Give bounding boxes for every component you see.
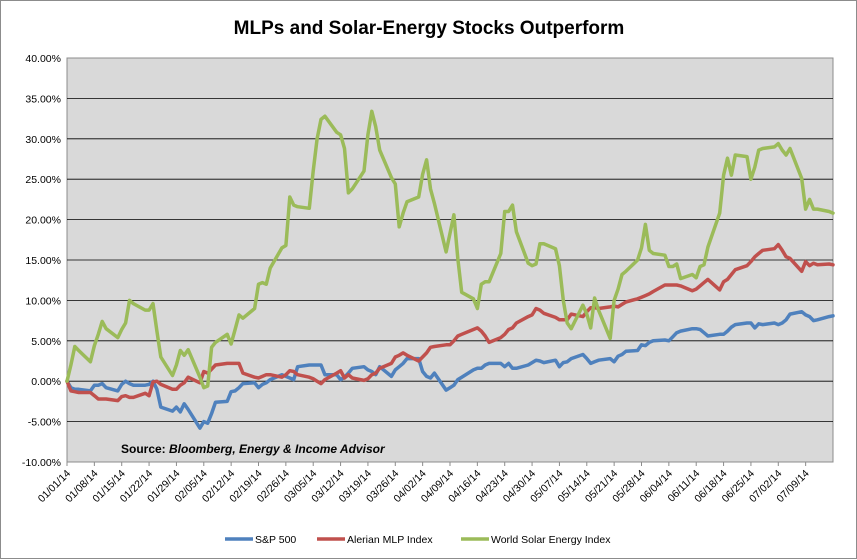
series-lines xyxy=(65,109,835,430)
y-tick-label: 10.00% xyxy=(25,295,61,307)
y-tick-label: 30.00% xyxy=(25,134,61,146)
series-line-1 xyxy=(65,242,835,403)
y-axis-ticks: -10.00% -5.00% 0.00% 5.00% 10.00% 15.00% 20.00… xyxy=(22,53,61,469)
y-tick-label: 5.00% xyxy=(31,336,61,348)
y-tick-label: 15.00% xyxy=(25,255,61,267)
legend-label: World Solar Energy Index xyxy=(491,534,611,546)
chart-title: MLPs and Solar-Energy Stocks Outperform xyxy=(234,18,625,39)
y-tick-label: 35.00% xyxy=(25,93,61,105)
y-tick-label: -5.00% xyxy=(28,417,61,429)
series-line-2 xyxy=(65,109,835,390)
y-tick-label: 25.00% xyxy=(25,174,61,186)
source-names: Bloomberg, Energy & Income Advisor xyxy=(169,442,386,456)
legend-label: Alerian MLP Index xyxy=(347,534,433,546)
series-line-0 xyxy=(65,309,835,430)
y-tick-label: 0.00% xyxy=(31,376,61,388)
source-annotation: Source: Bloomberg, Energy & Income Advis… xyxy=(121,442,386,456)
legend-label: S&P 500 xyxy=(255,534,296,546)
y-tick-label: -10.00% xyxy=(22,457,61,469)
legend: S&P 500 Alerian MLP Index World Solar Ener… xyxy=(225,534,611,546)
y-tick-label: 20.00% xyxy=(25,215,61,227)
source-label: Source: xyxy=(121,442,169,456)
y-tick-label: 40.00% xyxy=(25,53,61,65)
x-axis-ticks: 01/01/1401/08/1401/15/1401/22/1401/29/14… xyxy=(36,462,812,505)
